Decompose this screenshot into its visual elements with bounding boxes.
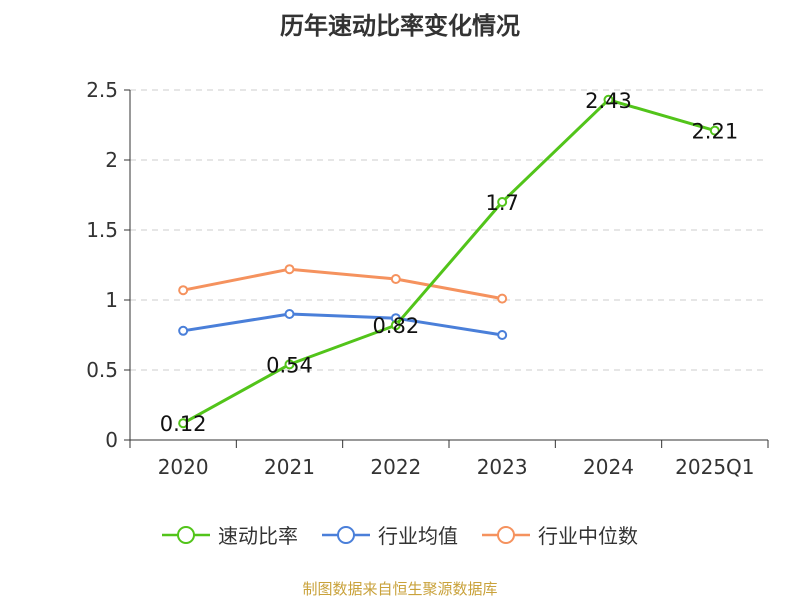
data-point: [497, 330, 508, 340]
data-label: 0.82: [372, 314, 419, 338]
legend-marker-quick-ratio: [162, 525, 210, 544]
legend-label-quick-ratio: 速动比率: [218, 524, 298, 548]
data-point: [178, 418, 189, 429]
data-label: 0.54: [266, 353, 313, 377]
data-point: [497, 197, 508, 207]
data-point: [284, 264, 295, 275]
x-tick-label: 2020: [158, 455, 209, 479]
data-point: [603, 94, 614, 105]
series-line-1: [182, 312, 503, 337]
data-point: [178, 285, 189, 296]
data-point: [390, 274, 401, 284]
x-tick-label: 2025Q1: [675, 455, 754, 479]
x-tick-label: 2023: [477, 455, 528, 479]
data-source-note: 制图数据来自恒生聚源数据库: [302, 580, 498, 598]
data-label: 1.7: [485, 191, 518, 215]
legend-item-industry-median[interactable]: 行业中位数: [482, 520, 638, 549]
x-tick-label: 2022: [370, 455, 421, 479]
data-label: 2.21: [691, 120, 738, 144]
data-label: 0.12: [160, 412, 207, 436]
legend-item-quick-ratio[interactable]: 速动比率: [162, 520, 298, 549]
y-tick-label: 0: [105, 428, 118, 452]
legend-label-industry-mean: 行业均值: [378, 524, 458, 548]
x-tick-label: 2021: [264, 455, 315, 479]
y-tick-label: 2.5: [86, 78, 118, 102]
chart-title: 历年速动比率变化情况: [280, 12, 520, 40]
data-point: [390, 320, 401, 331]
data-point: [497, 293, 508, 304]
y-tick-label: 1: [105, 288, 118, 312]
data-point: [284, 309, 295, 319]
y-tick-label: 1.5: [86, 218, 118, 242]
series-line-2: [182, 267, 503, 301]
legend: 速动比率 行业均值 行业中位数: [0, 520, 800, 549]
series-line-0: [182, 98, 716, 425]
x-tick-label: 2024: [583, 455, 634, 479]
legend-item-industry-mean[interactable]: 行业均值: [322, 520, 458, 549]
data-label: 2.43: [585, 89, 632, 113]
y-tick-label: 0.5: [86, 358, 118, 382]
data-point: [709, 125, 720, 136]
legend-marker-industry-median: [482, 525, 530, 544]
legend-marker-industry-mean: [322, 525, 370, 544]
data-point: [284, 359, 295, 370]
data-point: [178, 325, 189, 336]
y-tick-label: 2: [105, 148, 118, 172]
legend-label-industry-median: 行业中位数: [538, 524, 638, 548]
